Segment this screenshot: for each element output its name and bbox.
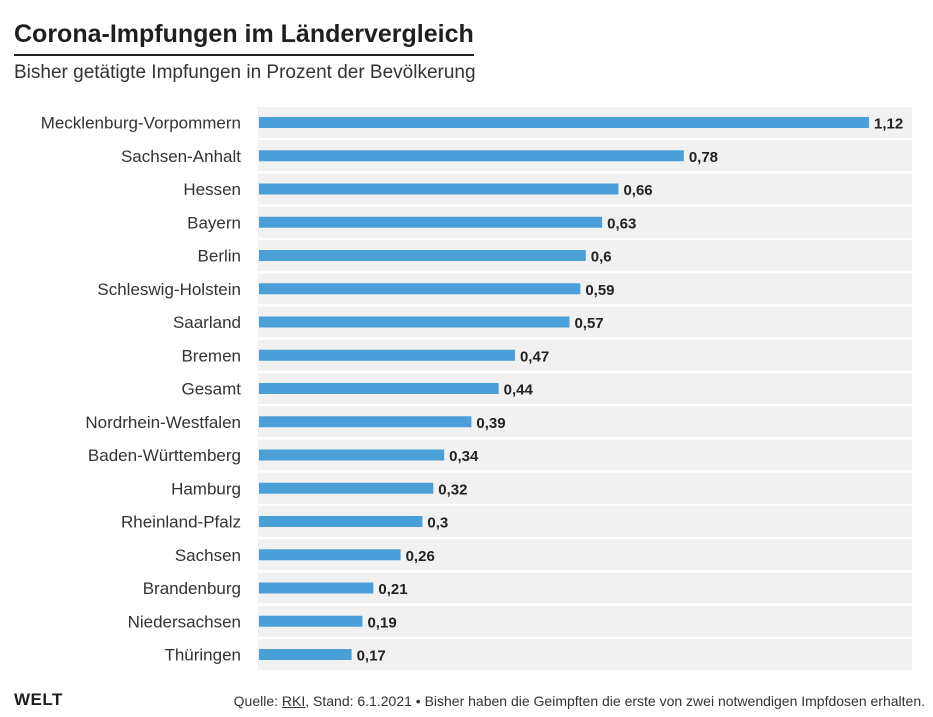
category-label: Mecklenburg-Vorpommern	[41, 114, 241, 133]
bar	[259, 649, 352, 660]
source-note: Quelle: RKI, Stand: 6.1.2021 • Bisher ha…	[234, 692, 925, 710]
bar	[259, 383, 499, 394]
bar-chart: Mecklenburg-Vorpommern 1,12 Sachsen-Anhalt…	[41, 107, 912, 670]
chart-title: Corona-Impfungen im Ländervergleich	[14, 18, 474, 56]
welt-logo: WELT	[14, 690, 63, 709]
bar	[259, 615, 363, 627]
bar	[259, 482, 434, 494]
bar	[259, 283, 581, 295]
category-label: Schleswig-Holstein	[97, 280, 241, 299]
source-prefix: Quelle:	[233, 693, 282, 709]
value-label: 0,32	[438, 481, 467, 498]
chart-subtitle: Bisher getätigte Impfungen in Prozent de…	[14, 62, 476, 83]
bar	[259, 250, 586, 261]
value-label: 0,57	[574, 315, 603, 332]
value-label: 0,39	[476, 415, 505, 432]
category-label: Saarland	[173, 313, 241, 332]
value-label: 0,19	[367, 614, 396, 631]
value-label: 0,66	[623, 182, 652, 199]
value-label: 0,17	[357, 648, 386, 665]
bar	[259, 449, 445, 461]
value-label: 0,44	[504, 382, 534, 399]
bar	[259, 150, 684, 162]
row-background	[258, 639, 912, 670]
category-label: Nordrhein-Westfalen	[85, 413, 241, 432]
value-label: 0,47	[520, 348, 549, 365]
bar	[259, 349, 515, 361]
category-label: Berlin	[198, 247, 241, 266]
value-label: 0,21	[378, 581, 407, 598]
value-label: 0,63	[607, 215, 636, 232]
bar	[259, 416, 472, 428]
value-label: 0,6	[591, 249, 612, 266]
category-label: Niedersachsen	[128, 612, 241, 631]
row-background	[258, 605, 912, 637]
bar	[259, 216, 603, 228]
value-label: 0,34	[449, 448, 479, 465]
category-label: Brandenburg	[143, 579, 241, 598]
value-label: 0,3	[427, 515, 448, 532]
category-label: Baden-Württemberg	[88, 446, 241, 465]
value-label: 0,59	[585, 282, 614, 299]
category-label: Gesamt	[181, 380, 241, 399]
source-link[interactable]: RKI	[281, 693, 306, 709]
bar	[259, 183, 619, 195]
category-label: Bayern	[187, 213, 241, 232]
category-label: Bremen	[181, 346, 241, 365]
category-label: Hessen	[183, 180, 241, 199]
value-label: 0,26	[406, 548, 435, 565]
category-label: Hamburg	[171, 479, 241, 498]
bar	[259, 516, 423, 527]
category-label: Sachsen-Anhalt	[121, 147, 241, 166]
value-label: 0,78	[689, 149, 718, 166]
value-label: 1,12	[874, 116, 903, 133]
bar	[259, 549, 401, 561]
bar	[259, 582, 374, 594]
source-suffix: , Stand: 6.1.2021 • Bisher haben die Gei…	[305, 693, 925, 709]
bar	[259, 316, 570, 328]
category-label: Sachsen	[175, 546, 241, 565]
category-label: Rheinland-Pfalz	[121, 513, 241, 532]
category-label: Thüringen	[164, 646, 241, 665]
bar	[259, 117, 869, 128]
